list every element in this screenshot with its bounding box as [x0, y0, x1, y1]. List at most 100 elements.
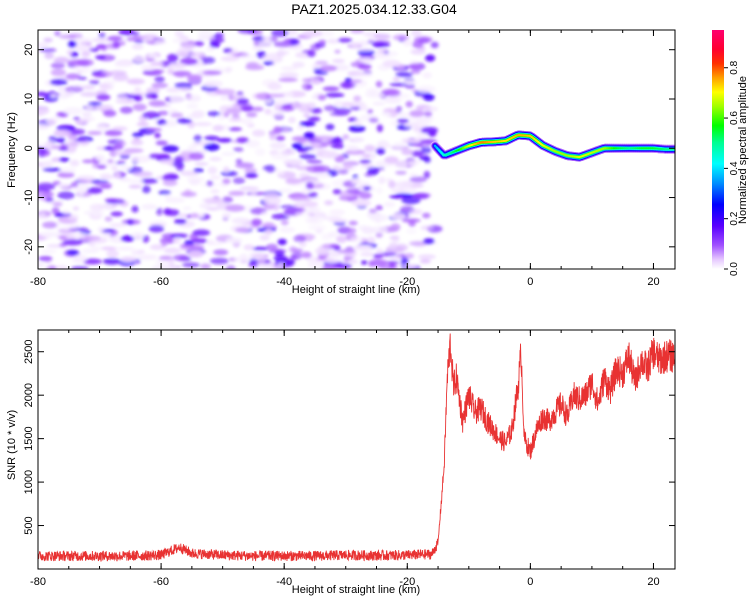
noise-speckle	[153, 220, 166, 226]
noise-speckle	[149, 153, 162, 159]
noise-speckle	[359, 191, 372, 200]
noise-speckle	[175, 87, 192, 92]
noise-speckle	[359, 104, 368, 111]
signal-ridge	[430, 130, 675, 162]
noise-speckle	[380, 251, 397, 257]
noise-speckle	[226, 265, 236, 269]
noise-speckle	[190, 213, 199, 219]
noise-speckle	[38, 107, 50, 115]
noise-speckle	[106, 250, 119, 258]
noise-speckle	[119, 165, 132, 171]
noise-speckle	[375, 147, 386, 155]
noise-speckle	[368, 259, 388, 267]
noise-speckle	[96, 94, 111, 101]
noise-speckle	[134, 39, 144, 44]
noise-speckle	[148, 53, 159, 59]
noise-speckle	[403, 159, 422, 164]
noise-speckle	[146, 87, 160, 95]
noise-speckle	[222, 178, 231, 185]
noise-speckle	[237, 30, 257, 34]
noise-speckle	[280, 219, 289, 226]
noise-speckle	[389, 235, 400, 240]
noise-speckle	[410, 69, 421, 74]
noise-speckle	[202, 70, 222, 76]
noise-speckle	[289, 255, 298, 261]
spectrogram-x-tick-label: 0	[527, 276, 533, 288]
noise-speckle	[310, 107, 323, 114]
noise-speckle	[203, 80, 223, 88]
noise-speckle	[314, 70, 328, 76]
spectrogram-x-tick-label: 20	[647, 276, 659, 288]
noise-speckle	[204, 135, 220, 141]
noise-speckle	[53, 129, 72, 137]
noise-speckle	[58, 235, 68, 240]
noise-speckle	[223, 166, 230, 173]
noise-speckle	[69, 159, 80, 167]
noise-speckle	[148, 224, 165, 233]
noise-speckle	[308, 216, 319, 223]
noise-speckle	[112, 41, 121, 49]
noise-speckle	[232, 177, 246, 184]
noise-speckle	[367, 109, 374, 114]
noise-speckle	[311, 78, 322, 85]
noise-speckle	[401, 80, 418, 85]
noise-speckle	[95, 104, 113, 110]
noise-speckle	[331, 138, 341, 143]
noise-speckle	[252, 129, 266, 137]
noise-speckle	[86, 104, 94, 110]
noise-speckle	[395, 170, 407, 175]
noise-speckle	[113, 143, 124, 150]
noise-speckle	[96, 164, 107, 169]
noise-speckle	[72, 232, 86, 240]
spectrogram-x-axis-label: Height of straight line (km)	[292, 284, 420, 296]
noise-speckle	[260, 211, 269, 216]
noise-speckle	[52, 115, 61, 122]
noise-speckle	[39, 231, 60, 238]
noise-speckle	[389, 194, 404, 199]
noise-speckle	[361, 226, 376, 235]
noise-speckle	[193, 122, 213, 127]
noise-speckle	[306, 165, 325, 173]
noise-speckle	[384, 96, 402, 104]
noise-speckle	[355, 47, 375, 52]
noise-speckle	[197, 35, 216, 41]
noise-speckle	[134, 87, 141, 92]
noise-speckle	[252, 92, 268, 100]
noise-speckle	[107, 35, 123, 42]
noise-speckle	[386, 51, 399, 57]
noise-speckle	[430, 41, 439, 49]
spectrogram-y-axis-label: Frequency (Hz)	[6, 112, 18, 188]
noise-speckle	[423, 156, 431, 164]
noise-speckle	[38, 262, 45, 268]
noise-speckle	[267, 35, 278, 43]
noise-speckle	[93, 73, 108, 78]
noise-speckle	[130, 139, 144, 146]
noise-speckle	[372, 42, 391, 48]
noise-speckle	[170, 112, 184, 118]
noise-speckle	[367, 36, 375, 43]
noise-speckle	[172, 70, 192, 77]
noise-speckle	[227, 50, 239, 56]
noise-speckle	[332, 58, 345, 64]
noise-speckle	[296, 125, 304, 130]
noise-speckle	[351, 136, 365, 143]
noise-speckle	[54, 30, 61, 36]
noise-speckle	[81, 50, 91, 57]
noise-speckle	[309, 206, 321, 212]
noise-speckle	[161, 241, 168, 247]
noise-speckle	[337, 249, 356, 254]
noise-speckle	[280, 149, 296, 156]
noise-speckle	[271, 109, 285, 117]
noise-speckle	[307, 192, 318, 198]
noise-speckle	[95, 125, 108, 132]
noise-speckle	[332, 188, 342, 195]
noise-speckle	[251, 106, 264, 112]
noise-speckle	[423, 238, 435, 245]
noise-speckle	[235, 162, 255, 169]
noise-speckle	[115, 160, 126, 165]
snr-x-tick-label: -60	[153, 576, 169, 588]
noise-speckle	[86, 187, 103, 194]
noise-speckle	[162, 145, 179, 153]
noise-speckle	[216, 88, 236, 96]
noise-speckle	[38, 147, 47, 155]
